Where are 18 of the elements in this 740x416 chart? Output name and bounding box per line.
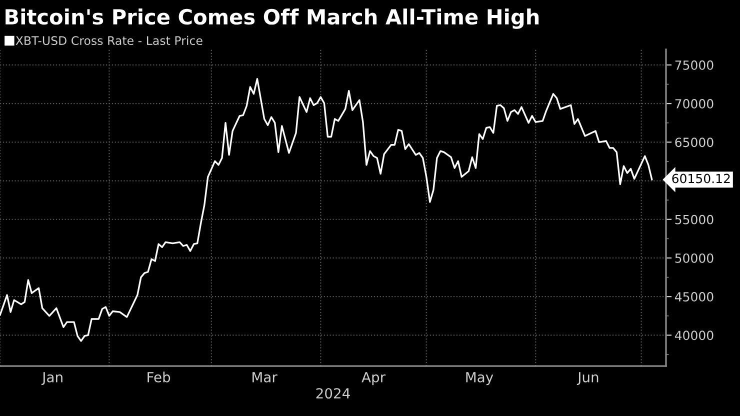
x-axis-title: 2024 [316,388,350,399]
x-tick-label: May [466,372,494,386]
annotation: 60150.12 [672,174,730,184]
legend-label: XBT-USD Cross Rate - Last Price [16,36,202,46]
y-tick-label: 50000 [675,253,714,263]
y-tick-label: 70000 [675,99,714,108]
y-tick-label: 45000 [674,292,714,302]
line-series [0,78,653,342]
y-tick-label: 65000 [675,138,714,148]
chart-title: Bitcoin's Price Comes Off March All-Time High [6,8,539,29]
y-tick-label: 75000 [675,60,714,70]
y-tick-label: 55000 [675,214,714,224]
y-tick-label: 40000 [674,330,714,340]
x-tick-label: Jan [41,372,62,385]
x-tick-label: Apr [362,372,386,386]
x-tick-label: Jun [576,372,598,385]
x-tick-label: Feb [148,372,170,382]
x-tick-label: Mar [252,372,278,382]
